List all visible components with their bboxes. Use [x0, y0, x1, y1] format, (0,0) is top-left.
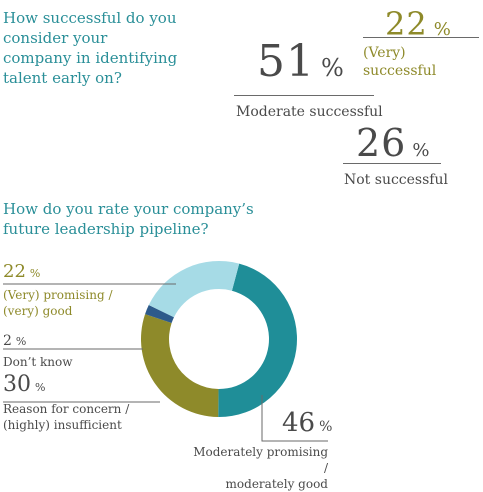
slice-unit: % [29, 267, 41, 280]
slice-moderately-promising [218, 263, 298, 417]
result-moderate: 51% [257, 40, 344, 84]
leader-lines [3, 283, 328, 442]
result-value: 51 [257, 36, 315, 87]
result-label: Moderate successful [236, 104, 383, 120]
result-label: (Very) successful [363, 45, 437, 79]
leader-line-moderately [261, 395, 328, 442]
slice-label-line: (very) good [3, 304, 73, 318]
slice-unit: % [15, 335, 27, 348]
donut-slices [140, 261, 298, 417]
question-1-line: How successful do you [3, 9, 177, 27]
divider [343, 163, 441, 164]
result-unit: % [321, 54, 344, 82]
question-2-line: How do you rate your company’s [3, 200, 254, 218]
slice-unit: % [319, 419, 333, 435]
slice-label-moderately: Moderately promising / moderately good [191, 444, 328, 492]
divider [363, 37, 479, 38]
slice-label-line: (Very) promising / [3, 288, 113, 302]
result-label: Not successful [344, 172, 448, 188]
result-very-successful: 22% [385, 2, 451, 46]
slice-label-line: (highly) insufficient [3, 418, 122, 432]
result-value: 22 [385, 5, 428, 43]
divider [234, 95, 374, 96]
result-unit: % [412, 140, 430, 161]
question-1-line: consider your [3, 29, 108, 47]
slice-dont-know [145, 305, 174, 324]
question-1-line: company in identifying [3, 49, 178, 67]
slice-value-moderately: 46% [282, 410, 332, 436]
question-2-line: future leadership pipeline? [3, 220, 209, 238]
slice-label-line: Moderately promising / [193, 445, 328, 475]
slice-label-line: moderately good [225, 477, 328, 491]
slice-value: 46 [282, 408, 316, 438]
question-1-line: talent early on? [3, 69, 122, 87]
donut-chart [3, 261, 328, 442]
result-unit: % [433, 19, 451, 40]
slice-label-dont-know: 2% Don’t know [3, 330, 73, 370]
slice-unit: % [35, 381, 46, 394]
question-2: How do you rate your company’s future le… [3, 199, 254, 239]
result-value: 26 [356, 121, 407, 165]
slice-label-line: Don’t know [3, 355, 73, 369]
slice-reason-for-concern [140, 314, 219, 417]
result-not-successful: 26% [356, 121, 429, 165]
slice-label-line: Reason for concern / [3, 402, 130, 416]
slice-value: 2 [3, 333, 12, 349]
slice-label-very-promising: 22% (Very) promising / (very) good [3, 262, 112, 319]
slice-value: 22 [3, 261, 26, 282]
slice-very-promising [148, 261, 240, 318]
slice-value: 30 [3, 372, 31, 397]
slice-label-concern: 30% Reason for concern / (highly) insuff… [3, 374, 130, 433]
question-1: How successful do you consider your comp… [3, 8, 177, 88]
